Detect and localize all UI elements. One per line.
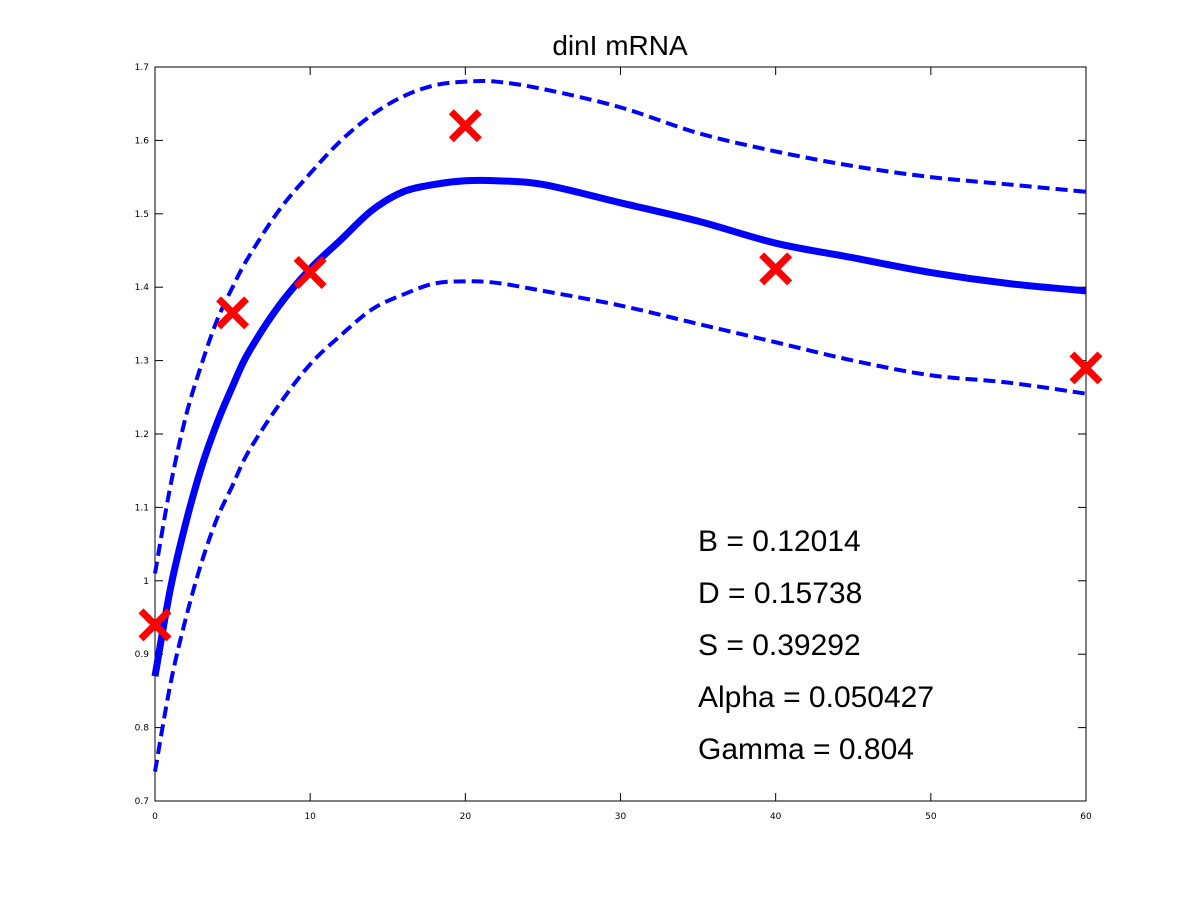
x-tick-label: 30 <box>615 812 627 822</box>
lower-bound-curve <box>153 279 1087 772</box>
data-point <box>1069 351 1103 385</box>
x-tick-label: 40 <box>770 812 782 822</box>
y-tick-label: 0.8 <box>135 724 150 734</box>
y-tick-label: 1.2 <box>135 430 149 440</box>
annotation-gamma: Gamma = 0.804 <box>698 733 914 766</box>
annotation-s: S = 0.39292 <box>698 629 861 662</box>
data-point <box>293 256 327 289</box>
data-point <box>216 296 250 330</box>
chart-title: dinI mRNA <box>552 30 688 61</box>
data-markers <box>138 109 1103 642</box>
y-tick-label: 0.7 <box>135 797 149 807</box>
x-tick-label: 0 <box>152 812 158 822</box>
data-point <box>448 109 482 143</box>
fit-curve <box>151 176 1087 677</box>
data-point <box>138 608 172 642</box>
y-tick-labels: 0.7 0.8 0.9 1 1.1 1.2 1.3 1.4 1.5 1.6 1.7 <box>135 63 150 807</box>
upper-bound-curve <box>153 78 1087 574</box>
x-tick-label: 10 <box>304 812 316 822</box>
y-tick-label: 1.4 <box>135 283 150 293</box>
x-tick-labels: 0 10 20 30 40 50 60 <box>152 812 1092 822</box>
y-tick-label: 1.3 <box>135 357 149 367</box>
annotation-b: B = 0.12014 <box>698 525 861 558</box>
annotation-alpha: Alpha = 0.050427 <box>698 681 934 714</box>
y-tick-label: 1.6 <box>135 136 150 146</box>
plot-area <box>154 66 1087 802</box>
annotation-block: B = 0.12014 D = 0.15738 S = 0.39292 Alph… <box>698 525 934 766</box>
x-tick-label: 20 <box>460 812 472 822</box>
x-tick-label: 60 <box>1080 812 1092 822</box>
annotation-d: D = 0.15738 <box>698 577 862 610</box>
y-tick-marks <box>155 66 1086 802</box>
y-tick-label: 0.9 <box>135 650 150 660</box>
data-point <box>759 252 793 286</box>
y-tick-label: 1 <box>143 577 149 587</box>
x-tick-label: 50 <box>925 812 937 822</box>
y-tick-label: 1.5 <box>135 210 149 220</box>
y-tick-label: 1.7 <box>135 63 149 73</box>
curves <box>151 78 1087 772</box>
y-tick-label: 1.1 <box>135 503 149 513</box>
x-tick-marks <box>154 67 1087 801</box>
